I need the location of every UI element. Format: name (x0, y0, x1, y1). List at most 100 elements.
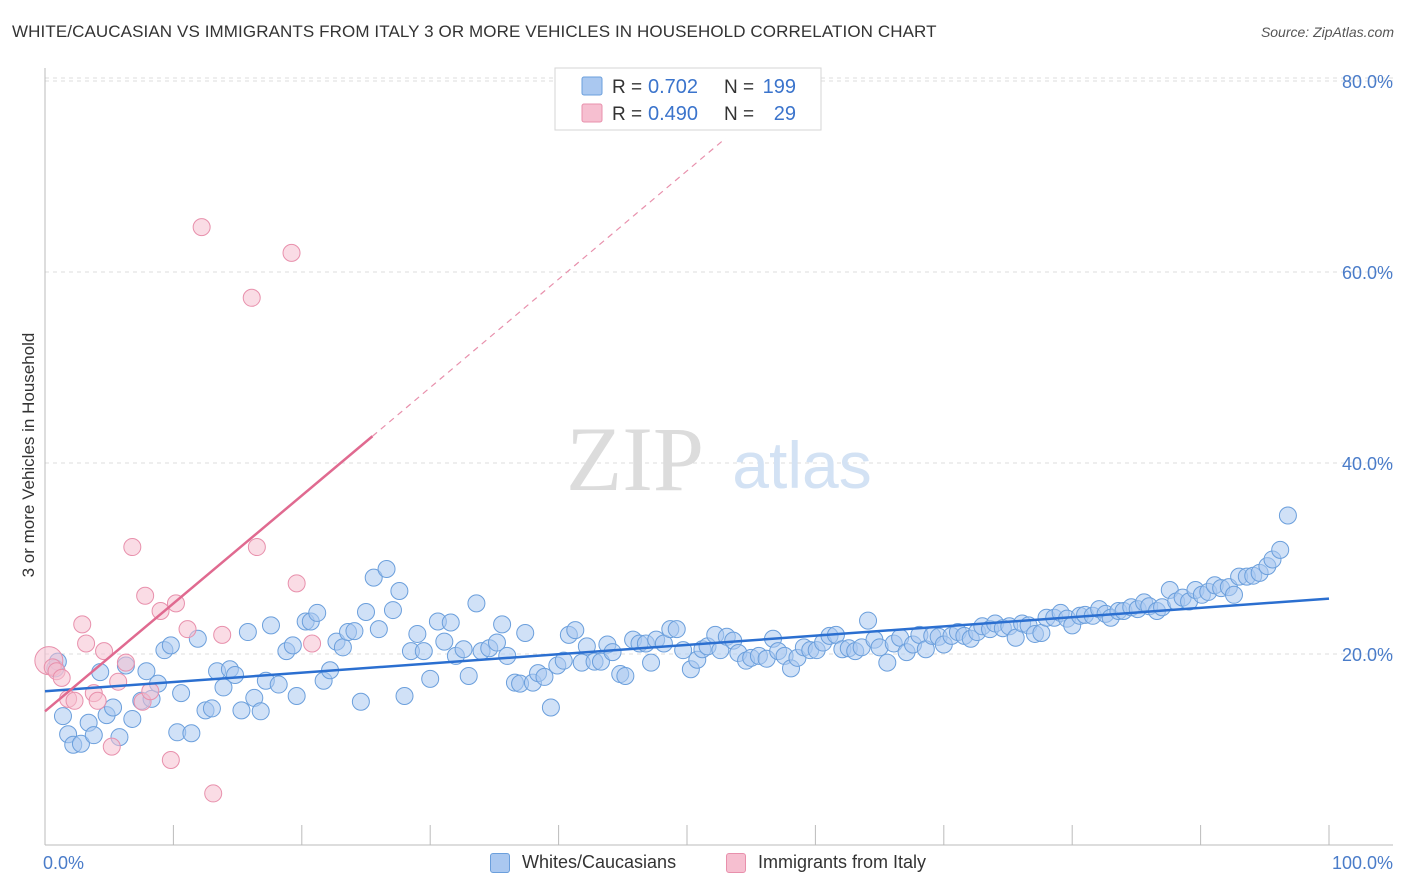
point-whites (435, 632, 454, 651)
point-whites (161, 636, 180, 655)
source-label: Source: ZipAtlas.com (1260, 24, 1394, 40)
point-whites (408, 624, 427, 643)
point-whites (283, 636, 302, 655)
point-whites (123, 709, 142, 728)
series-whites-points (46, 506, 1297, 754)
x-tick-label: 0.0% (43, 853, 84, 873)
point-whites (421, 669, 440, 688)
point-whites (616, 666, 635, 685)
point-whites (351, 692, 370, 711)
point-italy (95, 642, 114, 661)
legend-r-label-pink: R = (612, 104, 642, 125)
point-italy (303, 634, 322, 653)
point-italy (123, 538, 142, 557)
point-italy (242, 288, 261, 307)
point-italy (136, 586, 155, 605)
point-italy (65, 691, 84, 710)
point-whites (390, 581, 409, 600)
trend-lines (44, 137, 1330, 713)
trendline-whites (44, 597, 1330, 693)
point-whites (459, 666, 478, 685)
point-whites (454, 640, 473, 659)
point-italy (102, 737, 121, 756)
point-whites (226, 666, 245, 685)
legend-n-label-pink: N = (724, 104, 754, 125)
point-italy (77, 634, 96, 653)
y-tick-label: 20.0% (1342, 645, 1393, 665)
point-whites (232, 701, 251, 720)
point-whites (554, 651, 573, 670)
point-whites (364, 568, 383, 587)
point-whites (591, 652, 610, 671)
trendline-italy-extension (372, 137, 726, 437)
point-whites (287, 687, 306, 706)
point-italy (282, 243, 301, 262)
point-italy (192, 218, 211, 237)
y-tick-label: 80.0% (1342, 72, 1393, 92)
point-whites (238, 623, 257, 642)
gridlines (45, 77, 1393, 655)
point-whites (1032, 623, 1051, 642)
legend-n-label-blue: N = (724, 77, 754, 98)
point-italy (213, 625, 232, 644)
point-whites (172, 684, 191, 703)
point-whites (71, 734, 90, 753)
point-whites (603, 643, 622, 662)
point-italy (204, 784, 223, 803)
trendline-italy (44, 435, 374, 713)
point-whites (269, 675, 288, 694)
point-italy (287, 574, 306, 593)
point-whites (467, 594, 486, 613)
point-whites (357, 602, 375, 621)
point-whites (53, 707, 72, 726)
legend-n-value-blue: 199 (763, 76, 796, 98)
point-whites (493, 615, 512, 634)
point-whites (202, 699, 221, 718)
point-whites (878, 653, 897, 672)
legend-swatch-pink (581, 103, 603, 123)
point-whites (1224, 585, 1243, 604)
point-whites (182, 724, 201, 743)
point-italy (151, 602, 170, 621)
x-tick-label: 100.0% (1332, 853, 1393, 873)
point-whites (487, 633, 506, 652)
point-italy (247, 538, 266, 557)
legend-swatch-italy (726, 852, 746, 873)
point-whites (1278, 506, 1297, 525)
point-whites (104, 698, 123, 717)
point-whites (377, 560, 396, 579)
point-italy (52, 668, 71, 687)
point-whites (333, 638, 352, 657)
point-whites (535, 667, 554, 686)
legend-label-italy: Immigrants from Italy (758, 852, 927, 872)
point-whites (859, 611, 878, 630)
point-italy (161, 751, 180, 770)
point-italy (178, 620, 197, 639)
y-tick-label: 60.0% (1342, 263, 1393, 283)
series-italy-points (34, 218, 322, 803)
legend-item-italy: Immigrants from Italy (726, 852, 926, 873)
point-whites (369, 620, 388, 639)
point-whites (516, 623, 535, 642)
point-whites (441, 613, 460, 632)
correlation-legend: R = 0.702 N = 199 R = 0.490 N = 29 (554, 67, 822, 131)
point-whites (667, 620, 686, 639)
watermark: ZIP atlas (566, 408, 872, 510)
y-tick-label: 40.0% (1342, 454, 1393, 474)
legend-item-whites: Whites/Caucasians (490, 852, 676, 873)
legend-swatch-blue (581, 76, 603, 96)
legend-r-label-blue: R = (612, 77, 642, 98)
point-whites (383, 601, 402, 620)
point-italy (88, 691, 107, 710)
tick-labels: 20.0% 40.0% 60.0% 80.0% 0.0% 100.0% (43, 72, 1393, 873)
watermark-atlas: atlas (732, 428, 871, 502)
point-whites (566, 621, 585, 640)
legend-label-whites: Whites/Caucasians (522, 852, 677, 872)
series-legend: Whites/Caucasians Immigrants from Italy (0, 850, 1406, 878)
legend-n-value-pink: 29 (774, 103, 796, 125)
legend-r-value-pink: 0.490 (648, 103, 698, 125)
y-axis-label: 3 or more Vehicles in Household (19, 333, 38, 578)
point-whites (498, 646, 517, 665)
point-whites (251, 702, 270, 721)
